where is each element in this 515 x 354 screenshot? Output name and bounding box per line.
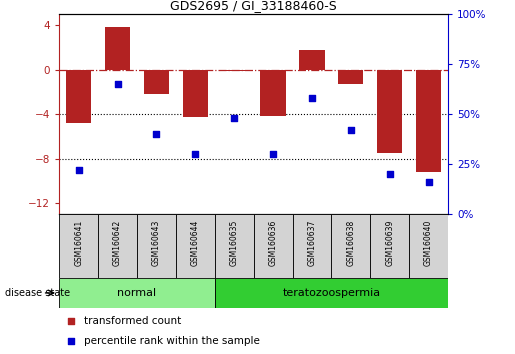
Text: disease state: disease state [5, 288, 70, 298]
Point [230, 115, 238, 121]
Text: GSM160636: GSM160636 [269, 219, 278, 266]
Text: GSM160642: GSM160642 [113, 220, 122, 266]
Point [308, 95, 316, 101]
Text: transformed count: transformed count [84, 316, 182, 326]
Bar [98, 214, 137, 278]
Point [67, 318, 75, 324]
Bar [221, 70, 247, 72]
Point [269, 152, 277, 157]
Text: GSM160643: GSM160643 [152, 219, 161, 266]
Bar [377, 70, 402, 153]
Bar [66, 70, 91, 123]
Bar [409, 214, 448, 278]
Text: GSM160637: GSM160637 [307, 219, 316, 266]
Bar [332, 214, 370, 278]
Text: GSM160638: GSM160638 [347, 220, 355, 266]
Bar [59, 278, 215, 308]
Bar [299, 50, 324, 70]
Text: GSM160639: GSM160639 [385, 219, 394, 266]
Bar [183, 70, 208, 118]
Bar [144, 70, 169, 94]
Bar [137, 214, 176, 278]
Text: GSM160641: GSM160641 [74, 220, 83, 266]
Text: GSM160635: GSM160635 [230, 219, 238, 266]
Point [424, 179, 433, 185]
Point [67, 338, 75, 344]
Bar [215, 214, 253, 278]
Point [152, 131, 161, 137]
Bar [215, 278, 448, 308]
Bar [105, 28, 130, 70]
Point [75, 167, 83, 173]
Text: teratozoospermia: teratozoospermia [282, 288, 381, 298]
Text: GSM160640: GSM160640 [424, 219, 433, 266]
Bar [338, 70, 364, 84]
Point [386, 171, 394, 177]
Title: GDS2695 / GI_33188460-S: GDS2695 / GI_33188460-S [170, 0, 337, 12]
Bar [370, 214, 409, 278]
Point [191, 152, 199, 157]
Point [347, 127, 355, 133]
Point [113, 81, 122, 87]
Bar [293, 214, 332, 278]
Bar [261, 70, 286, 116]
Text: GSM160644: GSM160644 [191, 219, 200, 266]
Bar [416, 70, 441, 172]
Bar [176, 214, 215, 278]
Text: normal: normal [117, 288, 157, 298]
Bar [253, 214, 293, 278]
Text: percentile rank within the sample: percentile rank within the sample [84, 336, 261, 346]
Bar [59, 214, 98, 278]
